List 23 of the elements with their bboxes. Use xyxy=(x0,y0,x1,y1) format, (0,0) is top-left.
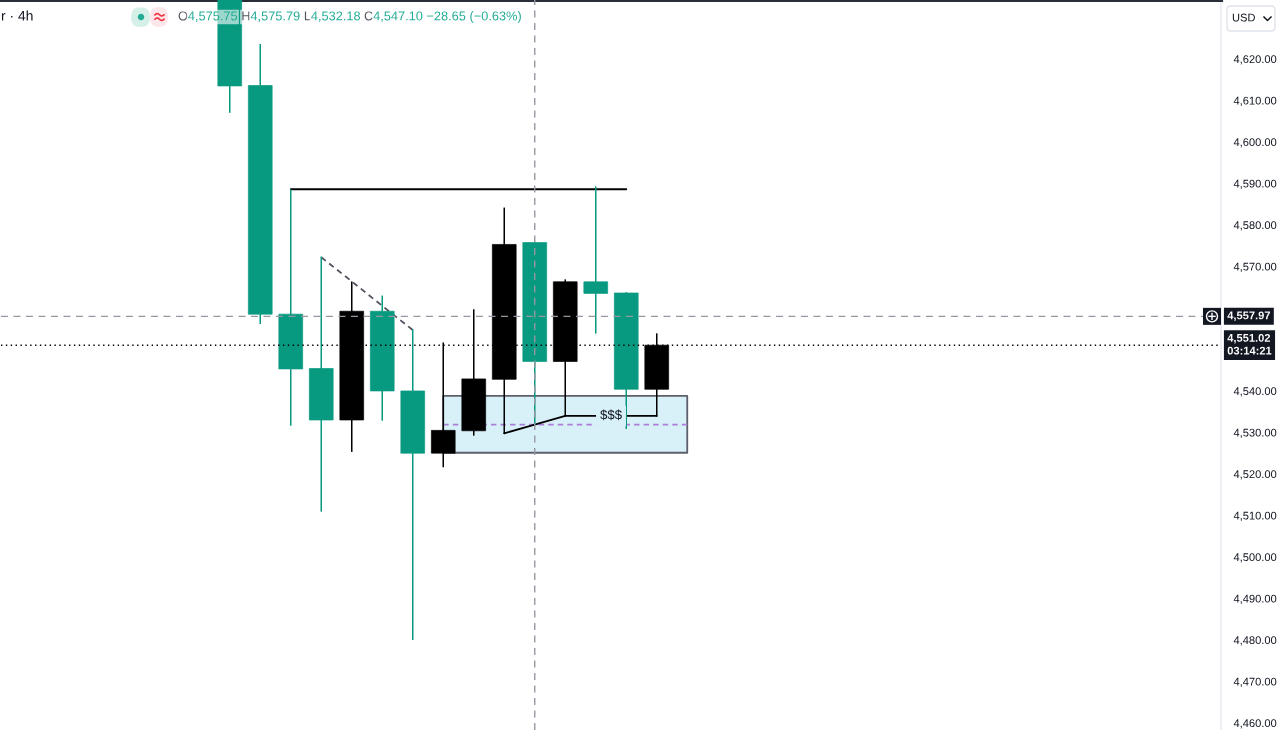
y-tick-label: 4,500.00 xyxy=(1233,553,1277,563)
y-tick-label: 4,480.00 xyxy=(1233,636,1277,646)
y-tick-label: 4,600.00 xyxy=(1233,138,1277,148)
y-tick-label: 4,460.00 xyxy=(1233,719,1277,729)
y-tick-label: 4,510.00 xyxy=(1233,511,1277,521)
text: r · 4h xyxy=(1,10,33,21)
candlestick xyxy=(583,186,608,334)
text: O4,575.75 H4,575.79 L4,532.18 C4,547.10 −28.65 (−0.63%) xyxy=(178,11,521,23)
ref-line-label: 4,557.97 xyxy=(1227,311,1271,321)
ref-line-label: 4,551.02 03:14:21 xyxy=(1227,333,1272,355)
text: USD xyxy=(1232,13,1255,22)
y-tick-label: 4,570.00 xyxy=(1233,262,1277,272)
line-series xyxy=(320,256,414,331)
y-tick-label: 4,530.00 xyxy=(1233,428,1277,438)
y-tick-label: 4,470.00 xyxy=(1233,677,1277,687)
y-tick-label: 4,520.00 xyxy=(1233,470,1277,480)
y-tick-label: 4,610.00 xyxy=(1233,96,1277,106)
y-tick-label: 4,580.00 xyxy=(1233,221,1277,231)
y-tick-label: 4,620.00 xyxy=(1233,55,1277,65)
series-label: $$$ xyxy=(600,409,622,421)
y-tick-label: 4,540.00 xyxy=(1233,387,1277,397)
y-tick-label: 4,590.00 xyxy=(1233,179,1277,189)
y-tick-label: 4,490.00 xyxy=(1233,594,1277,604)
